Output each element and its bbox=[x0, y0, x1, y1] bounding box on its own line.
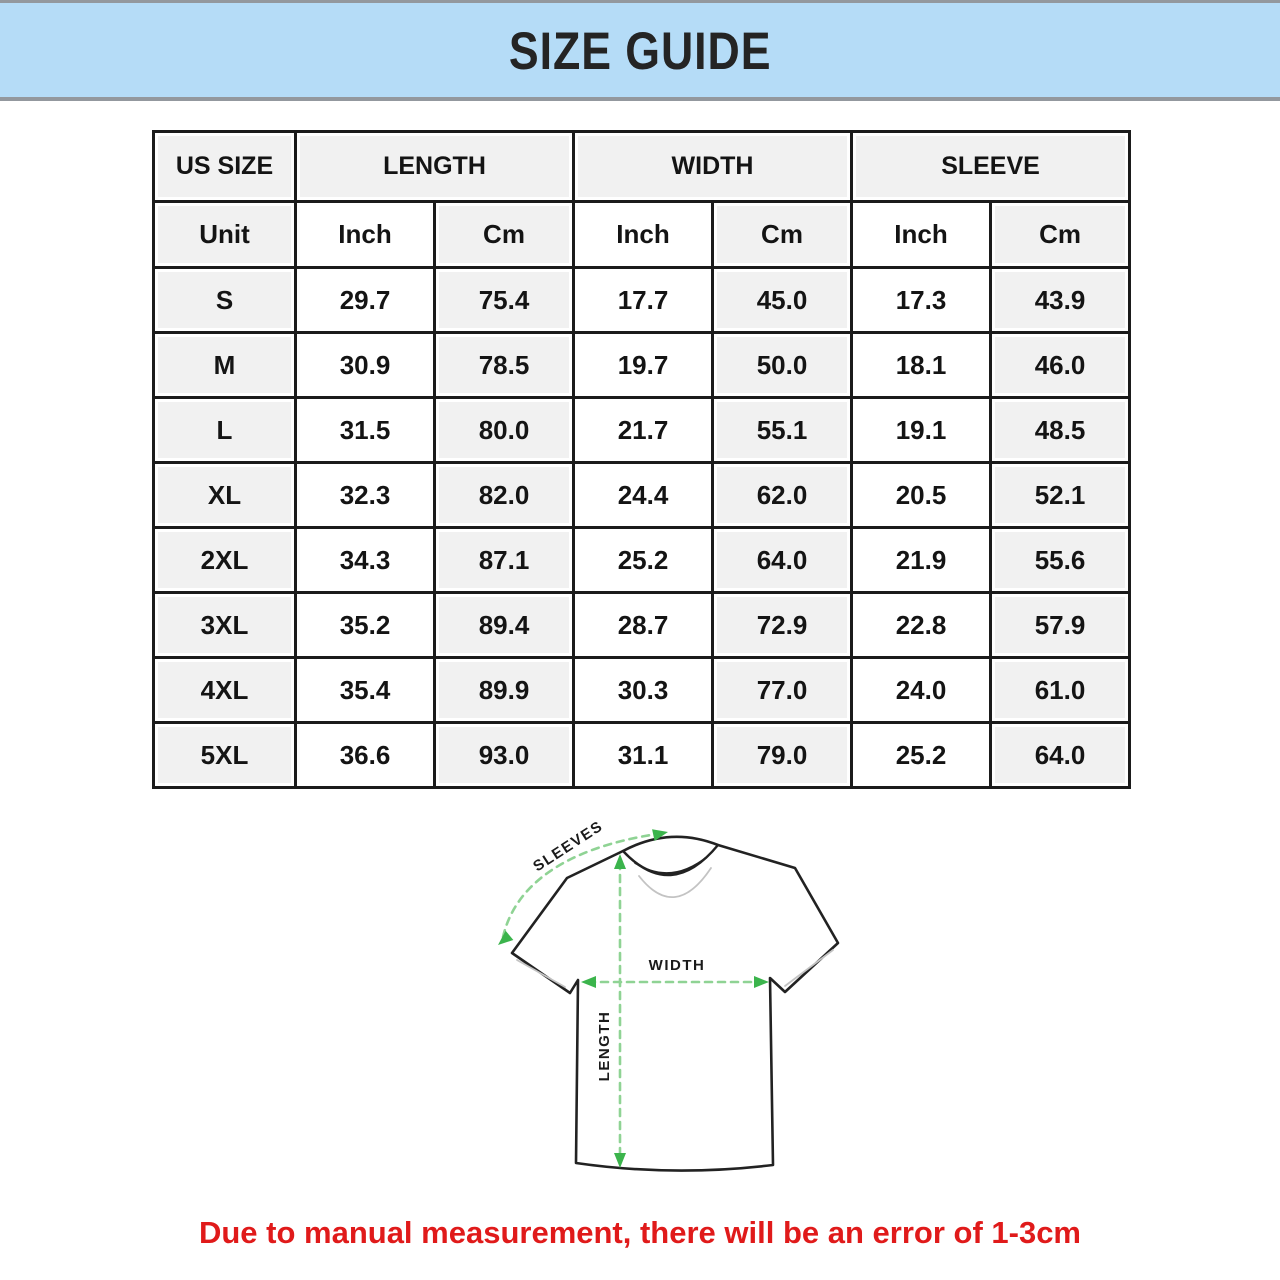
value-cell: 55.1 bbox=[710, 396, 854, 464]
size-table-container: US SIZE LENGTH WIDTH SLEEVE Unit Inch Cm… bbox=[152, 130, 1132, 789]
value-cell: 19.1 bbox=[850, 396, 993, 464]
size-cell: L bbox=[152, 396, 297, 464]
value-cell: 24.4 bbox=[572, 461, 714, 529]
value-cell: 64.0 bbox=[989, 721, 1132, 789]
value-cell: 30.9 bbox=[294, 331, 436, 399]
header-sleeve: SLEEVE bbox=[850, 130, 1132, 203]
length-label: LENGTH bbox=[596, 1011, 613, 1082]
value-cell: 31.1 bbox=[572, 721, 714, 789]
table-row: 4XL 35.4 89.9 30.3 77.0 24.0 61.0 bbox=[152, 656, 1132, 724]
value-cell: 79.0 bbox=[710, 721, 854, 789]
size-cell: XL bbox=[152, 461, 297, 529]
value-cell: 87.1 bbox=[433, 526, 575, 594]
unit-cell: Unit bbox=[152, 200, 297, 269]
length-arrow bbox=[614, 854, 626, 1168]
size-cell: 3XL bbox=[152, 591, 297, 659]
size-cell: 5XL bbox=[152, 721, 297, 789]
value-cell: 32.3 bbox=[294, 461, 436, 529]
size-table: US SIZE LENGTH WIDTH SLEEVE Unit Inch Cm… bbox=[152, 130, 1132, 789]
tshirt-diagram-svg: LENGTH WIDTH SLEEVES bbox=[494, 818, 840, 1172]
value-cell: 21.9 bbox=[850, 526, 993, 594]
value-cell: 25.2 bbox=[850, 721, 993, 789]
value-cell: 45.0 bbox=[710, 266, 854, 334]
tshirt-measurement-diagram: LENGTH WIDTH SLEEVES bbox=[455, 810, 895, 1215]
table-row: S 29.7 75.4 17.7 45.0 17.3 43.9 bbox=[152, 266, 1132, 334]
value-cell: 72.9 bbox=[710, 591, 854, 659]
page-title: SIZE GUIDE bbox=[508, 20, 772, 80]
value-cell: 20.5 bbox=[850, 461, 993, 529]
value-cell: 78.5 bbox=[433, 331, 575, 399]
unit-cell: Inch bbox=[572, 200, 714, 269]
value-cell: 80.0 bbox=[433, 396, 575, 464]
value-cell: 34.3 bbox=[294, 526, 436, 594]
table-row: M 30.9 78.5 19.7 50.0 18.1 46.0 bbox=[152, 331, 1132, 399]
value-cell: 43.9 bbox=[989, 266, 1132, 334]
table-row: L 31.5 80.0 21.7 55.1 19.1 48.5 bbox=[152, 396, 1132, 464]
value-cell: 89.4 bbox=[433, 591, 575, 659]
value-cell: 61.0 bbox=[989, 656, 1132, 724]
table-row: 2XL 34.3 87.1 25.2 64.0 21.9 55.6 bbox=[152, 526, 1132, 594]
value-cell: 57.9 bbox=[989, 591, 1132, 659]
size-cell: 4XL bbox=[152, 656, 297, 724]
value-cell: 35.4 bbox=[294, 656, 436, 724]
value-cell: 17.7 bbox=[572, 266, 714, 334]
value-cell: 22.8 bbox=[850, 591, 993, 659]
width-arrow bbox=[581, 976, 769, 988]
value-cell: 18.1 bbox=[850, 331, 993, 399]
value-cell: 93.0 bbox=[433, 721, 575, 789]
value-cell: 46.0 bbox=[989, 331, 1132, 399]
unit-cell: Inch bbox=[850, 200, 993, 269]
value-cell: 31.5 bbox=[294, 396, 436, 464]
value-cell: 36.6 bbox=[294, 721, 436, 789]
unit-cell: Cm bbox=[710, 200, 854, 269]
value-cell: 50.0 bbox=[710, 331, 854, 399]
value-cell: 17.3 bbox=[850, 266, 993, 334]
table-row: 3XL 35.2 89.4 28.7 72.9 22.8 57.9 bbox=[152, 591, 1132, 659]
size-cell: M bbox=[152, 331, 297, 399]
value-cell: 62.0 bbox=[710, 461, 854, 529]
value-cell: 75.4 bbox=[433, 266, 575, 334]
table-unit-row: Unit Inch Cm Inch Cm Inch Cm bbox=[152, 200, 1132, 269]
value-cell: 29.7 bbox=[294, 266, 436, 334]
measurement-disclaimer: Due to manual measurement, there will be… bbox=[198, 1215, 1082, 1250]
value-cell: 89.9 bbox=[433, 656, 575, 724]
value-cell: 24.0 bbox=[850, 656, 993, 724]
unit-cell: Cm bbox=[989, 200, 1132, 269]
value-cell: 48.5 bbox=[989, 396, 1132, 464]
unit-cell: Cm bbox=[433, 200, 575, 269]
value-cell: 25.2 bbox=[572, 526, 714, 594]
value-cell: 21.7 bbox=[572, 396, 714, 464]
size-cell: S bbox=[152, 266, 297, 334]
value-cell: 28.7 bbox=[572, 591, 714, 659]
table-row: 5XL 36.6 93.0 31.1 79.0 25.2 64.0 bbox=[152, 721, 1132, 789]
header-width: WIDTH bbox=[571, 130, 854, 203]
value-cell: 55.6 bbox=[989, 526, 1132, 594]
tshirt-icon bbox=[510, 835, 840, 1172]
value-cell: 52.1 bbox=[989, 461, 1132, 529]
value-cell: 77.0 bbox=[710, 656, 854, 724]
value-cell: 35.2 bbox=[294, 591, 436, 659]
header-length: LENGTH bbox=[294, 130, 575, 203]
size-table-body: S 29.7 75.4 17.7 45.0 17.3 43.9 M 30.9 78.5 19.7 50… bbox=[152, 266, 1132, 789]
value-cell: 19.7 bbox=[572, 331, 714, 399]
table-row: XL 32.3 82.0 24.4 62.0 20.5 52.1 bbox=[152, 461, 1132, 529]
width-label: WIDTH bbox=[649, 957, 706, 974]
value-cell: 64.0 bbox=[710, 526, 854, 594]
value-cell: 30.3 bbox=[572, 656, 714, 724]
unit-cell: Inch bbox=[294, 200, 436, 269]
size-guide-banner: SIZE GUIDE bbox=[0, 0, 1280, 101]
header-us-size: US SIZE bbox=[152, 130, 297, 203]
value-cell: 82.0 bbox=[433, 461, 575, 529]
sleeves-arrow bbox=[494, 826, 670, 950]
table-header-row: US SIZE LENGTH WIDTH SLEEVE bbox=[152, 130, 1132, 203]
size-cell: 2XL bbox=[152, 526, 297, 594]
